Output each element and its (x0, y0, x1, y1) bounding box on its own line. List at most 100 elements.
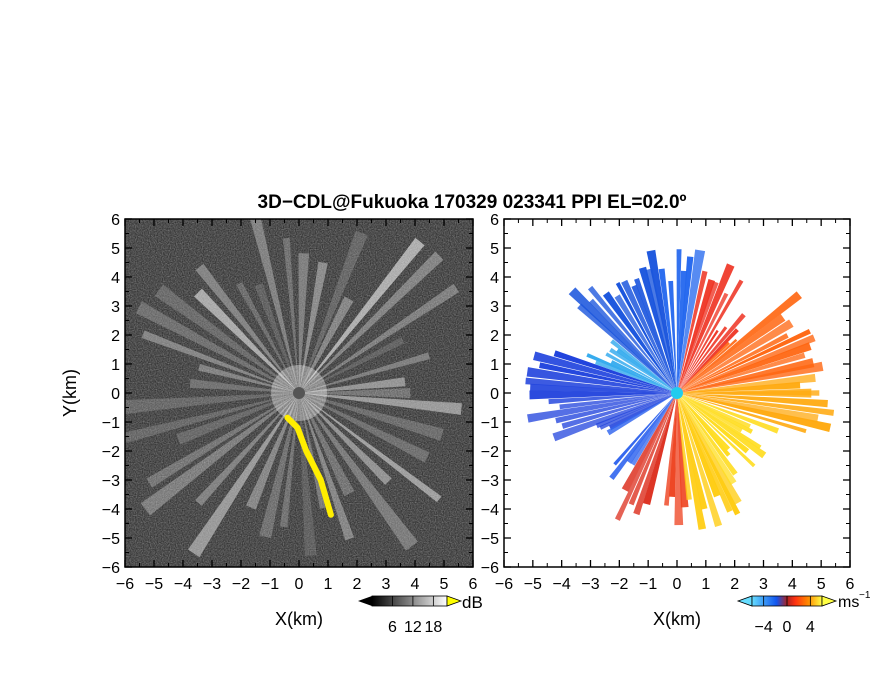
reflectivity-ray (299, 377, 406, 393)
x-tick-label: −5 (524, 576, 542, 593)
velocity-ray (553, 350, 677, 393)
velocity-ray (668, 393, 677, 497)
reflectivity-ray (299, 393, 430, 463)
velocity-ray (677, 393, 828, 408)
y-tick-label: −2 (102, 444, 120, 461)
velocity-ray (555, 393, 677, 424)
y-tick-label: 3 (490, 299, 499, 316)
velocity-ray (677, 393, 738, 476)
reflectivity-ray (195, 263, 299, 393)
velocity-ray (677, 393, 721, 498)
x-tick-label: −3 (203, 576, 221, 593)
radar-site-marker (293, 387, 305, 399)
reflectivity-xlabel: X(km) (275, 609, 323, 629)
velocity-ray (677, 326, 728, 393)
reflectivity-panel: −6 −5 −4 −3 −2 −1 0 1 2 3 4 5 6 6 5 4 3 2 1 0 −1 −2 −3 −4 −5 −6 Y… (60, 212, 478, 629)
velocity-ray (677, 249, 706, 393)
velocity-ray (677, 393, 708, 510)
colorbar-gradient (371, 595, 448, 607)
y-tick-label: 1 (490, 357, 499, 374)
x-tick-label: 4 (411, 576, 420, 593)
velocity-ray (677, 281, 719, 393)
velocity-ray (677, 338, 738, 393)
velocity-site-marker (671, 387, 683, 399)
velocity-ray (605, 352, 677, 393)
colorbar-max-arrow (821, 595, 838, 607)
velocity-ray (677, 393, 733, 513)
velocity-ray (677, 393, 741, 516)
y-tick-label: −1 (102, 415, 120, 432)
velocity-ray (589, 298, 677, 393)
colorbar-max-arrow (446, 595, 463, 607)
velocity-ray (677, 319, 794, 393)
velocity-ray (677, 393, 750, 454)
colorbar-min-arrow (736, 595, 753, 607)
velocity-ray (626, 393, 677, 464)
reflectivity-ray (298, 253, 310, 393)
velocity-ray (677, 256, 694, 393)
reflectivity-colorbar: 6 12 18 dB (358, 593, 483, 636)
reflectivity-ray (299, 337, 405, 393)
colorbar-ticks: −4 0 4 (755, 596, 815, 636)
velocity-ray (548, 393, 677, 405)
velocity-ray (677, 393, 731, 457)
velocity-ray (677, 334, 816, 393)
velocity-ray (677, 393, 756, 468)
reflectivity-ray (299, 296, 354, 393)
velocity-ray (633, 393, 677, 516)
y-tick-label: 6 (111, 212, 120, 229)
y-tick-label: −3 (481, 473, 499, 490)
reflectivity-ray (154, 284, 299, 393)
velocity-ray (595, 360, 677, 393)
x-tick-label: −6 (495, 576, 513, 593)
reflectivity-ray (250, 219, 299, 393)
velocity-ray (577, 303, 677, 393)
y-tick-label: 4 (111, 270, 120, 287)
velocity-ray (634, 278, 677, 393)
velocity-axes: −6 −5 −4 −3 −2 −1 0 1 2 3 4 5 6 6 5 4 3 2 1 0 −1 −2 −3 −4 −5 −6 (481, 212, 855, 593)
x-tick-label: −5 (145, 576, 163, 593)
velocity-rays (525, 249, 835, 530)
velocity-ray (616, 348, 677, 393)
reflectivity-ray (299, 393, 317, 556)
reflectivity-ray (282, 237, 299, 393)
y-tick-label: −3 (102, 473, 120, 490)
colorbar-tick-label: 6 (388, 619, 397, 636)
x-tick-label: 0 (673, 576, 682, 593)
reflectivity-ray (299, 393, 442, 503)
y-tick-label: 1 (111, 357, 120, 374)
x-tick-label: 2 (353, 576, 362, 593)
velocity-ray (613, 393, 677, 466)
velocity-ray (677, 373, 816, 393)
reflectivity-ray (299, 230, 368, 393)
reflectivity-ray (254, 282, 299, 393)
reflectivity-ray (299, 393, 418, 551)
velocity-ray (533, 351, 677, 393)
y-tick-label: 0 (490, 386, 499, 403)
velocity-ray (642, 393, 677, 506)
velocity-ray (677, 328, 811, 393)
reflectivity-ray (245, 393, 299, 510)
velocity-ray (677, 393, 762, 450)
velocity-ray (527, 393, 677, 423)
velocity-ray (677, 333, 789, 393)
velocity-ray (602, 291, 677, 393)
velocity-ray (677, 393, 692, 500)
velocity-ray (621, 279, 677, 393)
x-tick-label: 0 (295, 576, 304, 593)
velocity-ray (677, 328, 739, 393)
y-tick-label: −6 (102, 560, 120, 577)
x-tick-label: −2 (232, 576, 250, 593)
y-tick-label: 2 (111, 328, 120, 345)
reflectivity-ray (299, 393, 355, 541)
reflectivity-ray (236, 281, 299, 393)
velocity-ray (677, 393, 819, 423)
velocity-ray (630, 393, 677, 466)
velocity-ray (614, 294, 677, 393)
y-tick-label: 3 (111, 299, 120, 316)
velocity-ray (677, 263, 735, 393)
x-tick-label: 4 (788, 576, 797, 593)
x-tick-label: 3 (759, 576, 768, 593)
reflectivity-ray (299, 283, 460, 393)
